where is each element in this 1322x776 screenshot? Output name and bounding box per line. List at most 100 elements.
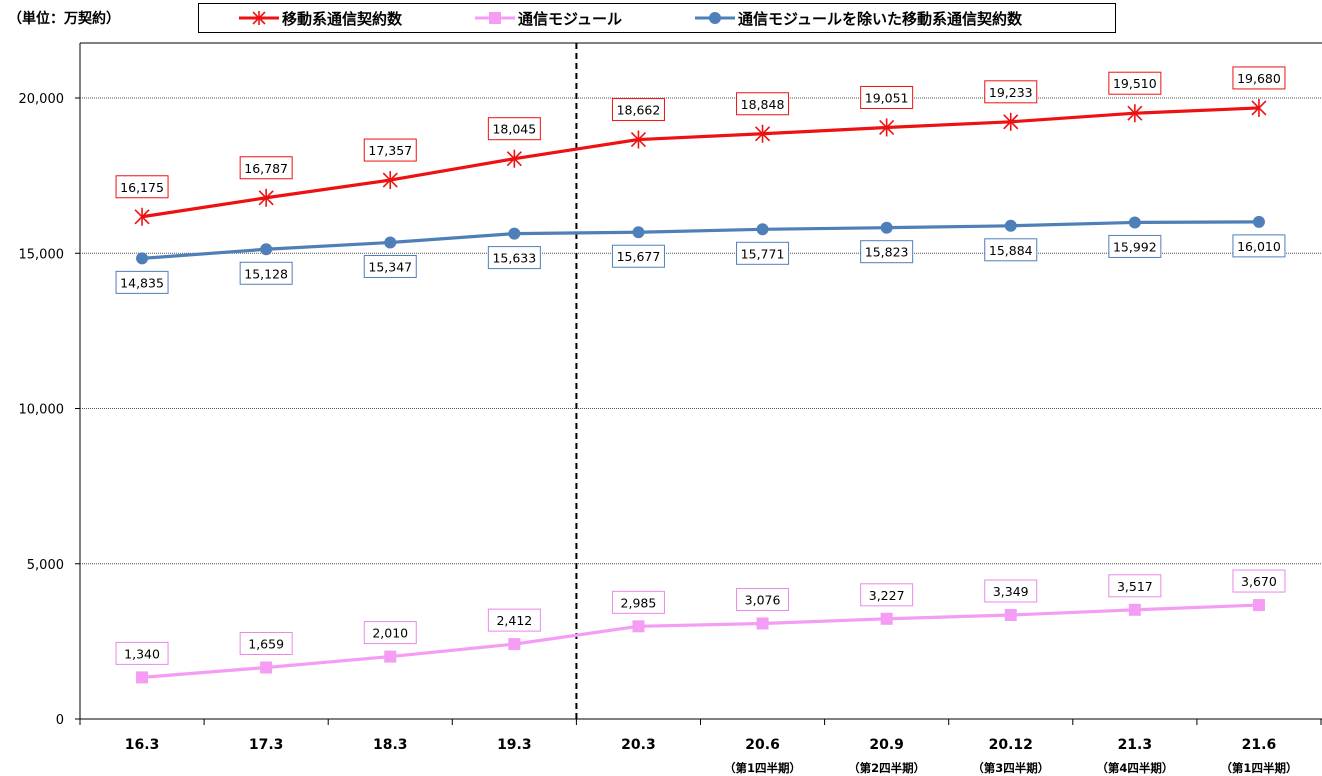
data-label-box xyxy=(984,80,1038,104)
data-label: 1,659 xyxy=(248,636,284,651)
x-tick-label: 21.6 xyxy=(1242,737,1277,753)
data-point-circle xyxy=(1004,219,1017,232)
x-tick-label: 17.3 xyxy=(249,737,284,753)
legend-line-asterisk-icon xyxy=(239,11,279,25)
y-tick-label: 15,000 xyxy=(19,247,65,262)
data-label: 3,517 xyxy=(1117,579,1153,594)
data-point-asterisk xyxy=(382,171,398,190)
data-point-square xyxy=(384,650,397,663)
data-label: 17,357 xyxy=(368,143,412,158)
x-tick-label: 21.3 xyxy=(1118,737,1153,753)
unit-label: （単位：万契約） xyxy=(8,11,120,27)
legend-label-excluding-module: 通信モジュールを除いた移動系通信契約数 xyxy=(738,9,1022,28)
y-tick-label: 10,000 xyxy=(19,403,65,418)
data-point-asterisk xyxy=(630,130,647,149)
data-point-circle xyxy=(136,252,149,265)
series-line xyxy=(141,603,1260,679)
data-label-box xyxy=(1108,574,1162,598)
data-label: 1,340 xyxy=(124,646,160,661)
x-tick-label: 19.3 xyxy=(497,737,532,753)
data-label: 3,227 xyxy=(869,588,905,603)
data-label: 18,662 xyxy=(617,103,661,118)
data-label-box xyxy=(363,621,417,645)
series-line xyxy=(141,220,1259,260)
data-label-box xyxy=(860,240,914,264)
data-point-square xyxy=(880,612,893,625)
legend-item-mobile-total: 移動系通信契約数 xyxy=(239,4,402,32)
data-label: 2,412 xyxy=(496,613,532,628)
data-label: 3,076 xyxy=(745,592,781,607)
data-label: 15,884 xyxy=(989,243,1033,258)
data-label: 15,771 xyxy=(741,246,785,261)
data-point-circle xyxy=(384,236,397,249)
data-label: 15,677 xyxy=(617,249,661,264)
data-label-box xyxy=(860,85,914,109)
data-label: 3,349 xyxy=(993,584,1029,599)
series-line xyxy=(141,106,1260,219)
x-tick-label: 20.6 xyxy=(745,737,780,753)
data-label-box xyxy=(611,98,665,122)
data-point-square xyxy=(1252,599,1265,612)
data-label: 15,128 xyxy=(244,266,288,281)
data-point-circle xyxy=(632,226,645,239)
data-point-square xyxy=(508,638,521,651)
data-label-box xyxy=(239,631,293,655)
y-tick-label: 20,000 xyxy=(19,92,65,107)
data-label: 3,670 xyxy=(1241,574,1277,589)
x-tick-sublabel: （第4四半期） xyxy=(1096,761,1173,775)
x-tick-label: 16.3 xyxy=(125,737,160,753)
data-label: 19,510 xyxy=(1113,76,1157,91)
data-label: 15,347 xyxy=(368,259,412,274)
data-label: 19,233 xyxy=(989,85,1033,100)
data-point-asterisk xyxy=(1003,112,1019,131)
x-tick-label: 20.3 xyxy=(621,737,656,753)
data-point-asterisk xyxy=(1127,104,1143,123)
data-point-asterisk xyxy=(506,149,522,168)
legend: 移動系通信契約数 通信モジュール 通信モジュールを除いた移動系通信契約数 xyxy=(198,3,1116,33)
data-point-square xyxy=(756,617,769,630)
data-label-box xyxy=(736,92,790,116)
data-point-square xyxy=(260,661,273,674)
data-label: 19,680 xyxy=(1237,71,1281,86)
data-point-square xyxy=(136,671,149,684)
data-label: 19,051 xyxy=(865,90,909,105)
data-label-box xyxy=(487,608,541,632)
data-label: 14,835 xyxy=(120,275,164,290)
data-label-box xyxy=(239,156,293,180)
data-label-box xyxy=(611,590,665,614)
y-tick-label: 5,000 xyxy=(27,558,64,573)
data-label: 2,010 xyxy=(372,626,408,641)
data-label: 16,787 xyxy=(244,161,288,176)
data-label: 15,992 xyxy=(1113,239,1157,254)
data-point-circle xyxy=(1252,215,1265,228)
data-label-box xyxy=(736,241,790,265)
data-label-box xyxy=(984,238,1038,262)
data-point-asterisk xyxy=(134,207,150,226)
data-label-box xyxy=(115,175,169,199)
data-label-box xyxy=(363,138,417,162)
legend-line-square-icon xyxy=(475,12,515,24)
x-tick-label: 20.9 xyxy=(869,737,904,753)
data-point-asterisk xyxy=(754,124,771,143)
data-label-box xyxy=(611,244,665,268)
data-label: 18,848 xyxy=(741,97,785,112)
x-tick-sublabel: （第1四半期） xyxy=(1220,761,1297,775)
x-tick-sublabel: （第3四半期） xyxy=(972,761,1049,775)
data-point-circle xyxy=(756,223,769,236)
data-label-box xyxy=(1108,71,1162,95)
data-label-box xyxy=(115,270,169,294)
data-point-square xyxy=(1128,603,1141,616)
data-label-box xyxy=(487,117,541,141)
data-label-box xyxy=(1108,234,1162,258)
legend-label-mobile-total: 移動系通信契約数 xyxy=(282,9,403,28)
data-label-box xyxy=(736,587,790,611)
data-point-asterisk xyxy=(1251,98,1267,117)
data-point-circle xyxy=(1128,216,1141,229)
data-point-square xyxy=(1004,609,1017,622)
data-label-box xyxy=(1232,569,1286,593)
data-point-circle xyxy=(508,227,521,240)
data-label: 15,823 xyxy=(865,245,909,260)
data-label-box xyxy=(1232,234,1286,258)
data-label: 16,010 xyxy=(1237,239,1281,254)
